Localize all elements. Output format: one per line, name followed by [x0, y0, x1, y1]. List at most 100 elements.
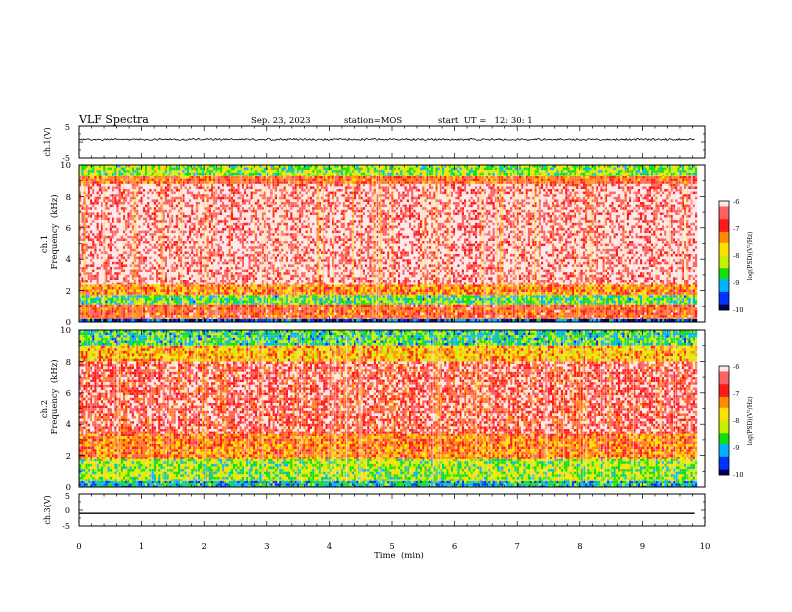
spectrogram-cell: [92, 312, 95, 316]
spectrogram-cell: [98, 209, 101, 213]
spectrogram-cell: [237, 277, 240, 280]
spectrogram-cell: [162, 170, 165, 173]
spectrogram-cell: [219, 284, 222, 287]
spectrogram-cell: [182, 215, 185, 218]
spectrogram-cell: [87, 170, 90, 173]
spectrogram-cell: [105, 292, 108, 295]
spectrogram-cell: [151, 289, 154, 293]
spectrogram-cell: [140, 284, 143, 287]
spectrogram-cell: [215, 194, 218, 197]
spectrogram-cell: [90, 261, 93, 265]
spectrogram-cell: [109, 215, 112, 218]
spectrogram-cell: [112, 261, 115, 265]
spectrogram-cell: [217, 178, 220, 182]
spectrogram-cell: [241, 292, 244, 295]
spectrogram-cell: [215, 217, 218, 221]
spectrogram-cell: [153, 289, 156, 293]
spectrogram-cell: [131, 238, 134, 241]
spectrogram-cell: [90, 295, 93, 298]
spectrogram-cell: [145, 178, 148, 182]
spectrogram-cell: [158, 233, 161, 236]
spectrogram-cell: [233, 217, 236, 221]
spectrogram-cell: [211, 307, 214, 310]
spectrogram-cell: [118, 317, 121, 319]
spectrogram-cell: [85, 261, 88, 265]
spectrogram-cell: [116, 191, 119, 195]
spectrogram-cell: [184, 209, 187, 213]
spectrogram-cell: [131, 196, 134, 200]
spectrogram-cell: [184, 292, 187, 295]
spectrogram-cell: [167, 251, 170, 254]
spectrogram-cell: [112, 307, 115, 310]
spectrogram-cell: [90, 284, 93, 287]
spectrogram-cell: [90, 246, 93, 249]
spectrogram-cell: [186, 181, 189, 184]
spectrogram-cell: [224, 212, 227, 215]
spectrogram-cell: [131, 315, 134, 318]
spectrogram-cell: [211, 284, 214, 287]
spectrogram-cell: [147, 312, 150, 316]
spectrogram-cell: [230, 282, 233, 285]
spectrogram-cell: [107, 225, 110, 228]
spectrogram-cell: [167, 183, 170, 187]
spectrogram-cell: [103, 241, 106, 244]
spectrogram-cell: [219, 215, 222, 218]
spectrogram-cell: [175, 212, 178, 215]
spectrogram-cell: [142, 235, 145, 239]
spectrogram-cell: [92, 246, 95, 249]
spectrogram-cell: [222, 248, 225, 252]
spectrogram-cell: [175, 317, 178, 319]
spectrogram-cell: [120, 204, 123, 208]
spectrogram-cell: [90, 292, 93, 295]
spectrogram-cell: [112, 230, 115, 234]
spectrogram-cell: [105, 165, 108, 168]
spectrogram-cell: [215, 225, 218, 228]
spectrogram-cell: [120, 284, 123, 287]
spectrogram-cell: [219, 292, 222, 295]
spectrogram-cell: [235, 277, 238, 280]
spectrogram-cell: [186, 222, 189, 226]
spectrogram-cell: [202, 170, 205, 173]
spectrogram-cell: [158, 186, 161, 189]
spectrogram-cell: [94, 217, 97, 221]
spectrogram-cell: [153, 315, 156, 318]
spectrogram-cell: [184, 194, 187, 197]
spectrogram-cell: [116, 295, 119, 298]
spectrogram-cell: [129, 309, 132, 313]
spectrogram-cell: [81, 269, 84, 273]
spectrogram-cell: [191, 248, 194, 252]
spectrogram-cell: [114, 246, 117, 249]
spectrogram-cell: [114, 230, 117, 234]
spectrogram-cell: [233, 194, 236, 197]
spectrogram-cell: [233, 307, 236, 310]
spectrogram-cell: [107, 202, 110, 205]
spectrogram-cell: [241, 178, 244, 182]
spectrogram-cell: [138, 172, 141, 176]
spectrogram-cell: [103, 196, 106, 200]
spectrogram-cell: [244, 212, 247, 215]
spectrogram-cell: [114, 241, 117, 244]
spectrogram-cell: [186, 274, 189, 278]
spectrogram-cell: [136, 181, 139, 184]
spectrogram-cell: [244, 191, 247, 195]
spectrogram-cell: [109, 189, 112, 192]
spectrogram-cell: [90, 238, 93, 241]
spectrogram-cell: [235, 307, 238, 310]
spectrogram-cell: [195, 172, 198, 176]
spectrogram-cell: [109, 256, 112, 260]
spectrogram-cell: [125, 246, 128, 249]
spectrogram-cell: [103, 317, 106, 319]
spectrogram-cell: [94, 289, 97, 293]
spectrogram-cell: [103, 272, 106, 275]
spectrogram-cell: [215, 248, 218, 252]
spectrogram-cell: [103, 175, 106, 176]
spectrogram-cell: [94, 228, 97, 231]
spectrogram-cell: [182, 212, 185, 215]
spectrogram-cell: [233, 248, 236, 252]
spectrogram-cell: [164, 261, 167, 265]
spectrogram-cell: [79, 165, 82, 168]
spectrogram-cell: [118, 228, 121, 231]
spectrogram-cell: [193, 300, 196, 304]
spectrogram-cell: [131, 217, 134, 221]
spectrogram-cell: [149, 312, 152, 316]
